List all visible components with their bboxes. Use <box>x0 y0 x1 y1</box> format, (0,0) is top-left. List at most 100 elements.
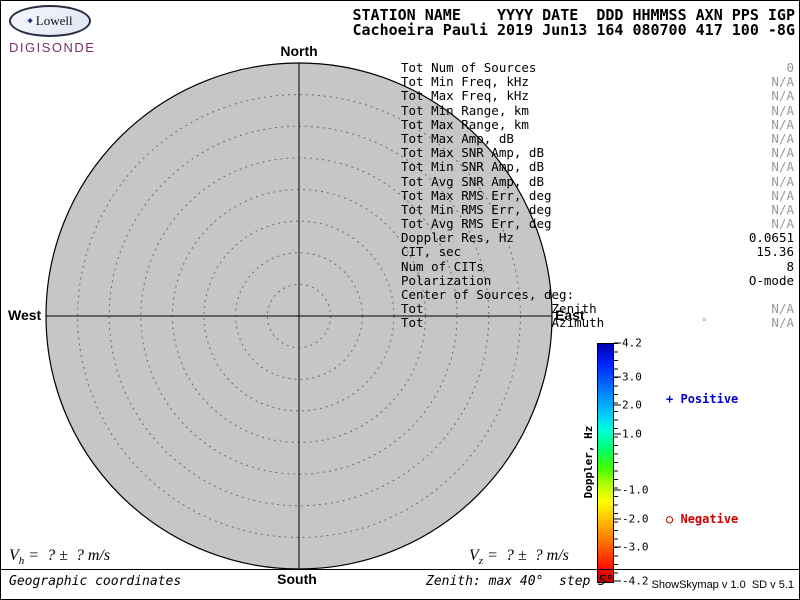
stat-row: CIT, sec 15.36 <box>401 245 794 259</box>
colorbar-minor-ticks <box>614 343 618 581</box>
stat-label: Tot Min Range, km <box>401 102 529 118</box>
stat-label: Tot Max Freq, kHz <box>401 88 529 104</box>
stat-value: N/A <box>771 116 794 132</box>
logo-diamond-icon: ◆ <box>27 15 33 26</box>
stat-row: Tot Min Range, km N/A <box>401 102 794 118</box>
colorbar-gradient <box>597 343 614 583</box>
stat-row: Tot Min Freq, kHz N/A <box>401 74 794 90</box>
stat-value: N/A <box>771 102 794 118</box>
vh-subscript: h <box>18 555 25 568</box>
stat-label: Tot Zenith <box>401 301 597 317</box>
stat-value: N/A <box>771 88 794 104</box>
stat-row: Tot Max RMS Err, deg N/A <box>401 187 794 203</box>
colorbar-tick-mark <box>614 518 621 520</box>
stat-row: Tot Azimuth N/A <box>401 316 794 330</box>
colorbar-tick-labels: 4.2 3.0 2.0 1.0 -1.0 -2.0 -3.0 -4.2 <box>614 337 662 588</box>
stat-row: Doppler Res, Hz 0.0651 <box>401 231 794 245</box>
skymap-label-west: West <box>8 307 42 323</box>
stat-label: Center of Sources, deg: <box>401 287 575 302</box>
stat-value: N/A <box>771 216 794 232</box>
stat-value: 15.36 <box>756 244 794 260</box>
logo-product-text: DIGISONDE <box>9 40 96 55</box>
stat-value: N/A <box>771 315 794 331</box>
vh-symbol: V <box>9 547 19 564</box>
version-label: ShowSkymap v 1.0 SD v 5.1 <box>651 579 794 591</box>
colorbar-tick-label: -4.2 <box>622 574 649 588</box>
stat-row: Tot Max SNR Amp, dB N/A <box>401 145 794 161</box>
colorbar-tick-mark <box>614 489 621 491</box>
stat-row: Tot Max Freq, kHz N/A <box>401 89 794 103</box>
vz-readout: Vz = ? ± ? m/s <box>469 547 569 567</box>
stat-label: Tot Max Range, km <box>401 116 529 132</box>
colorbar-tick-label: -2.0 <box>622 512 649 526</box>
vz-value: = ? ± ? m/s <box>483 547 569 564</box>
stat-value: N/A <box>771 173 794 189</box>
stat-value: 0 <box>786 60 794 75</box>
footer-separator <box>1 569 799 570</box>
colorbar-tick-label: -3.0 <box>622 540 649 554</box>
skymap-label-north: North <box>280 43 318 59</box>
stat-row: Tot Num of Sources 0 <box>401 60 794 75</box>
stat-value: 8 <box>786 258 794 274</box>
stat-row: Polarization O-mode <box>401 272 794 288</box>
stat-label: Tot Min Freq, kHz <box>401 74 529 90</box>
logo-brand-text: Lowell <box>35 13 73 28</box>
stat-value: N/A <box>771 74 794 90</box>
vh-readout: Vh = ? ± ? m/s <box>9 547 110 567</box>
vh-value: = ? ± ? m/s <box>24 547 111 564</box>
station-header-values: Cachoeira Pauli 2019 Jun13 164 080700 41… <box>352 21 795 39</box>
colorbar-title: Doppler, Hz <box>582 425 595 499</box>
stat-value: N/A <box>771 130 794 146</box>
stat-label: CIT, sec <box>401 244 462 260</box>
logo-oval: ◆ Lowell <box>9 5 91 37</box>
stat-row: Tot Avg RMS Err, deg N/A <box>401 216 794 232</box>
stat-label: Tot Min SNR Amp, dB <box>401 159 544 175</box>
stat-label: Tot Avg SNR Amp, dB <box>401 173 544 189</box>
stat-value: O-mode <box>748 272 794 288</box>
station-header-columns: STATION NAME YYYY DATE DDD HHMMSS AXN PP… <box>352 6 795 24</box>
zenith-scale-label: Zenith: max 40° step 5° <box>426 574 614 589</box>
stat-label: Num of CITs <box>401 258 484 274</box>
stat-row: Tot Max Range, km N/A <box>401 116 794 132</box>
lowell-digisonde-logo: ◆ Lowell DIGISONDE <box>9 5 95 55</box>
legend-positive: + Positive <box>666 392 738 406</box>
stat-value: 0.0651 <box>748 230 794 246</box>
skymap-label-east: East <box>555 307 585 323</box>
colorbar-tick-label: -1.0 <box>622 483 649 497</box>
stat-row: Tot Max Amp, dB N/A <box>401 130 794 146</box>
colorbar-tick-label: 3.0 <box>622 370 642 384</box>
colorbar-tick-mark <box>614 404 621 406</box>
vz-subscript: z <box>478 555 484 568</box>
stat-row: Tot Zenith N/A <box>401 301 794 317</box>
azimuth-degree-mark: ° <box>701 316 708 329</box>
plus-marker-icon: + <box>666 392 674 406</box>
vz-symbol: V <box>469 547 479 564</box>
stat-label: Tot Num of Sources <box>401 60 537 75</box>
stat-label: Tot Avg RMS Err, deg <box>401 216 552 232</box>
stat-value: N/A <box>771 159 794 175</box>
colorbar-tick-label: 4.2 <box>622 336 642 350</box>
stat-label: Polarization <box>401 272 492 288</box>
colorbar-tick-mark <box>614 342 621 344</box>
stat-label: Tot Max RMS Err, deg <box>401 187 552 203</box>
legend-negative: ○ Negative <box>666 512 738 526</box>
legend-positive-label: Positive <box>680 392 739 406</box>
legend-negative-label: Negative <box>680 512 739 526</box>
stat-row: Tot Avg SNR Amp, dB N/A <box>401 173 794 189</box>
coordinates-label: Geographic coordinates <box>9 574 182 589</box>
colorbar-tick-label: 2.0 <box>622 398 642 412</box>
stat-label: Tot Max Amp, dB <box>401 130 514 146</box>
stat-row: Num of CITs 8 <box>401 258 794 274</box>
stat-label: Tot Min RMS Err, deg <box>401 201 552 217</box>
stat-row: Center of Sources, deg: <box>401 287 794 302</box>
stat-label: Tot Max SNR Amp, dB <box>401 145 544 161</box>
colorbar-tick-mark <box>614 546 621 548</box>
stat-row: Tot Min SNR Amp, dB N/A <box>401 160 794 174</box>
stat-row: Tot Min RMS Err, deg N/A <box>401 201 794 217</box>
circle-marker-icon: ○ <box>666 512 674 526</box>
stat-value: N/A <box>771 201 794 217</box>
stat-value: N/A <box>771 301 794 317</box>
colorbar-tick-label: 1.0 <box>622 427 642 441</box>
